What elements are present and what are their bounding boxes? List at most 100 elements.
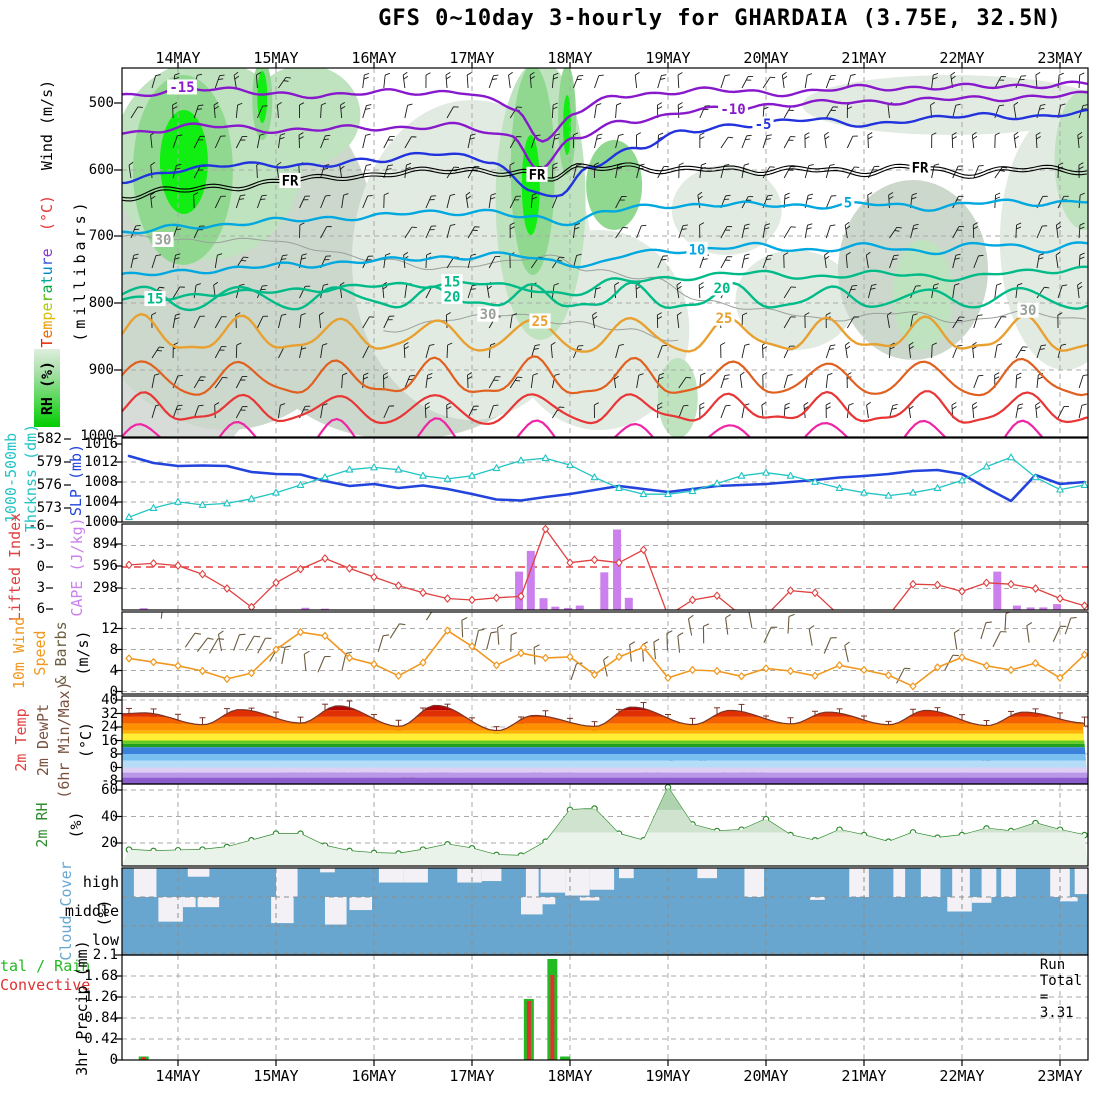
temperature-letter: e — [38, 248, 56, 258]
axis-label-thickness-1: 1000-500mb — [2, 432, 20, 524]
rh-fill — [122, 787, 1088, 866]
axis-label-slp: SLP (mb) — [67, 443, 85, 517]
rh-tick: 60 — [101, 782, 118, 798]
axis-label-3hr-precip: 3hr Precip (mm) — [73, 940, 91, 1076]
x-axis-label-bottom: 15MAY — [253, 1067, 299, 1085]
precip-tick: 0.42 — [84, 1031, 118, 1047]
cloud-band-label: middle — [64, 902, 119, 920]
cloud-band-label: low — [91, 931, 119, 949]
x-axis-label-bottom: 16MAY — [351, 1067, 397, 1085]
contour-label: 30 — [155, 232, 172, 248]
cloud-band-label: high — [82, 873, 119, 891]
x-axis-label-top: 23MAY — [1037, 49, 1083, 67]
cape-tick: 894 — [92, 536, 118, 552]
x-axis-label-top: 16MAY — [351, 49, 397, 67]
temperature-letter: e — [38, 302, 56, 312]
panel-precip — [122, 955, 1088, 1060]
contour-label: 25 — [532, 314, 549, 330]
panel-frames — [46, 62, 1089, 1066]
x-axis-label-bottom: 21MAY — [841, 1067, 887, 1085]
pressure-tick: 500 — [88, 95, 114, 111]
temp-tick: -8 — [101, 773, 118, 789]
lifted-index-tick: -6 — [28, 518, 45, 534]
x-axis-label-bottom: 19MAY — [645, 1067, 691, 1085]
rh-legend-badge: RH (%) — [34, 349, 60, 427]
x-axis-label-bottom: 18MAY — [547, 1067, 593, 1085]
contour-label: -10 — [720, 102, 745, 118]
axis-label-millibars: (millibars) — [71, 198, 89, 342]
axis-label-wind: Wind (m/s) — [38, 79, 56, 171]
wind-speed-tick: 8 — [109, 641, 118, 658]
axis-label-2m-dewpt: 2m DewPt — [34, 703, 52, 777]
axis-label-cape: CAPE (J/kg) — [68, 517, 86, 617]
x-axis-label-top: 14MAY — [155, 49, 201, 67]
temp-tick: 32 — [101, 705, 118, 722]
contour-label: FR — [912, 161, 929, 177]
lifted-index-tick: 3 — [36, 580, 45, 596]
rh-tick: 20 — [101, 835, 118, 851]
axis-label-speed: Speed — [31, 630, 49, 676]
temp-tick: 0 — [109, 759, 118, 776]
temperature-letter: r — [38, 257, 56, 267]
precip-tick: 1.68 — [84, 968, 118, 984]
panel-cape-li — [122, 524, 1088, 610]
x-axis-label-bottom: 22MAY — [939, 1067, 985, 1085]
temperature-letter: u — [38, 266, 56, 276]
contour-label: FR — [529, 167, 546, 183]
x-axis-label-bottom: 17MAY — [449, 1067, 495, 1085]
slp-tick: 1008 — [84, 474, 118, 490]
axis-label-2m-temp: 2m Temp — [12, 708, 30, 772]
pressure-tick: 600 — [88, 162, 114, 178]
pressure-tick: 1000 — [80, 428, 114, 444]
temperature-letter: t — [38, 275, 56, 285]
panel-slp-thickness — [122, 438, 1088, 522]
cape-tick: 596 — [92, 558, 118, 574]
thickness-tick: 573 — [36, 500, 62, 516]
x-axis-label-top: 19MAY — [645, 49, 691, 67]
x-axis-label-bottom: 20MAY — [743, 1067, 789, 1085]
legend-convective: Convective — [0, 976, 91, 994]
axis-label-barbs: & Barbs — [52, 621, 70, 685]
contour-label: 10 — [689, 242, 706, 258]
contour-label: 20 — [444, 289, 461, 305]
temperature-letter: m — [38, 320, 56, 330]
contour-label: 20 — [714, 281, 731, 297]
x-axis-label-top: 15MAY — [253, 49, 299, 67]
contour-label: 15 — [147, 292, 164, 308]
chart-title: GFS 0~10day 3-hourly for GHARDAIA (3.75E… — [378, 6, 1062, 31]
thickness-tick: 579 — [36, 454, 62, 470]
temp-tick: 8 — [109, 746, 118, 762]
pressure-tick: 900 — [88, 362, 114, 378]
wind-speed-tick: 0 — [109, 683, 118, 700]
wind-speed-tick: 12 — [101, 620, 118, 637]
lifted-index-tick: 6 — [36, 601, 45, 617]
temperature-letter: p — [38, 311, 56, 321]
contour-label: 15 — [444, 275, 461, 291]
temp-tick: 24 — [101, 719, 118, 735]
x-axis-label-top: 20MAY — [743, 49, 789, 67]
precip-tick: 0.84 — [84, 1010, 118, 1026]
x-axis-label-bottom: 14MAY — [155, 1067, 201, 1085]
axis-label-rh-pct: (%) — [67, 811, 85, 839]
contour-label: FR — [282, 173, 299, 189]
legend-total-rain: tal / Rain — [0, 957, 91, 975]
slp-tick: 1016 — [84, 436, 118, 452]
temperature-letter: e — [38, 329, 56, 339]
temperature-letter: T — [38, 338, 56, 348]
axis-label-degc-2m: (°C) — [77, 721, 95, 759]
axis-label-2m-rh: 2m RH — [33, 802, 51, 848]
pressure-tick: 700 — [88, 228, 114, 244]
temp-tick: 16 — [101, 732, 118, 749]
axis-label-temperature: Temperature — [38, 248, 56, 347]
lifted-index-tick: -3 — [28, 537, 45, 553]
x-axis-label-top: 21MAY — [841, 49, 887, 67]
cape-tick: 298 — [92, 580, 118, 596]
temperature-letter: r — [38, 293, 56, 303]
thickness-tick: 582 — [36, 431, 62, 447]
temp-tick: 40 — [101, 692, 118, 708]
panel-10m-wind — [122, 612, 1088, 694]
axis-label-minmax: (6hr Min/Max) — [55, 681, 73, 799]
